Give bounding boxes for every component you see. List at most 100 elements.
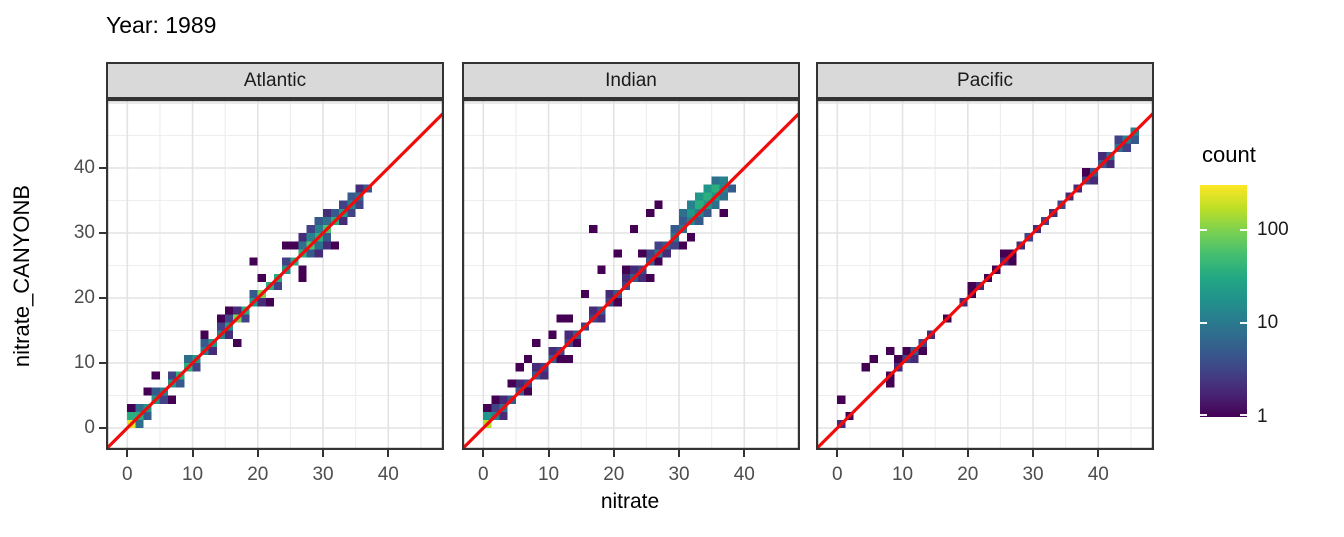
bin2d-tile (1081, 168, 1090, 177)
bin2d-tile (654, 257, 663, 266)
bin2d-tile (902, 346, 911, 356)
y-tick-label: 40 (73, 157, 95, 178)
bin2d-tile (355, 184, 364, 193)
bin2d-tile (910, 355, 919, 364)
bin2d-tile (143, 387, 152, 396)
bin2d-tile (249, 257, 258, 266)
bin2d-tile (719, 208, 728, 217)
bin2d-tile (629, 225, 639, 234)
bin2d-tile (339, 200, 348, 209)
bin2d-tile (1090, 176, 1099, 185)
bin2d-tile (581, 290, 590, 299)
x-tick-mark (126, 450, 129, 457)
bin2d-tile (918, 346, 927, 356)
bin2d-tile (638, 273, 647, 282)
panel-border (816, 99, 1154, 450)
bin2d-tile (687, 233, 696, 242)
bin2d-tile (556, 355, 565, 364)
x-tick-label: 30 (1022, 464, 1044, 485)
bin2d-tile (613, 249, 622, 258)
x-tick-mark (547, 450, 550, 457)
bin2d-tile (322, 233, 332, 242)
bin2d-tile (556, 314, 565, 323)
bin2d-tile (629, 265, 639, 274)
bin2d-tile (1098, 151, 1107, 161)
bin2d-tile (483, 403, 492, 412)
legend-tick-mark (1200, 322, 1207, 325)
bin2d-tile (241, 314, 250, 323)
bin2d-tile (695, 216, 704, 226)
bin2d-tile (282, 257, 291, 266)
x-tick-mark (1097, 450, 1100, 457)
facet-panel-atlantic (106, 99, 444, 450)
x-tick-mark (678, 450, 681, 457)
bin2d-tile (200, 338, 209, 347)
bin2d-tile (225, 306, 234, 315)
plot-title: Year: 1989 (106, 12, 217, 38)
y-tick-mark (99, 362, 106, 364)
bin2d-tile (225, 330, 234, 339)
x-tick-mark (256, 450, 259, 457)
x-tick-label: 20 (247, 464, 269, 485)
legend-title: count (1202, 142, 1256, 167)
bin2d-tile (314, 241, 323, 250)
bin2d-tile (687, 200, 696, 209)
legend-tick-label: 100 (1257, 218, 1289, 240)
x-tick-label: 10 (537, 464, 560, 485)
x-tick-mark (743, 450, 746, 457)
identity-line (106, 111, 444, 450)
bin2d-tile (564, 330, 573, 339)
bin2d-tile (589, 225, 598, 234)
bin2d-tile (687, 208, 696, 217)
bin2d-tile (695, 192, 704, 201)
bin2d-tile (589, 306, 598, 315)
bin2d-tile (1130, 135, 1139, 144)
x-tick-mark (966, 450, 969, 457)
bin2d-tile (613, 298, 622, 307)
bin2d-tile (265, 298, 274, 307)
y-tick-mark (99, 232, 106, 234)
bin2d-tile (306, 233, 315, 242)
x-tick-label: 0 (832, 464, 843, 485)
bin2d-tile (894, 355, 903, 364)
y-tick-mark (99, 297, 106, 299)
bin2d-tile (638, 249, 647, 258)
identity-line (462, 111, 800, 450)
bin2d-tile (499, 411, 508, 421)
y-tick-label: 10 (73, 352, 95, 373)
bin2d-tile (711, 184, 720, 193)
bin2d-tile (572, 338, 581, 347)
bin2d-tile (678, 216, 688, 226)
bin2d-tile (1106, 160, 1115, 169)
bin2d-tile (331, 208, 340, 217)
bin2d-tile (727, 184, 736, 193)
y-axis-title-text: nitrate_CANYONB (9, 184, 34, 368)
bin2d-tile (515, 379, 524, 388)
panel-border (106, 99, 444, 450)
x-tick-label: 30 (312, 464, 334, 485)
x-tick-mark (836, 450, 839, 457)
facet-panel-pacific (816, 99, 1154, 450)
bin2d-tile (703, 184, 712, 193)
bin2d-tile (711, 176, 720, 185)
x-tick-mark (191, 450, 194, 457)
bin2d-tile (159, 395, 168, 404)
x-tick-label: 10 (891, 464, 914, 485)
x-tick-mark (482, 450, 485, 457)
bin2d-tile (322, 216, 332, 226)
bin2d-tile (483, 411, 492, 421)
bin2d-tile (298, 265, 307, 274)
y-tick-mark (99, 167, 106, 169)
bin2d-tile (654, 200, 663, 209)
bin2d-tile (967, 281, 976, 291)
x-tick-label: 20 (957, 464, 979, 485)
bin2d-tile (646, 208, 655, 217)
bin2d-tile (192, 363, 201, 372)
bin2d-tile (523, 387, 533, 396)
bin2d-tile (1008, 257, 1017, 266)
bin2d-tile (1000, 249, 1009, 258)
bin2d-tile (678, 208, 688, 217)
bin2d-tile (200, 330, 209, 339)
bin2d-tile (167, 395, 177, 404)
bin2d-tile (670, 241, 679, 250)
